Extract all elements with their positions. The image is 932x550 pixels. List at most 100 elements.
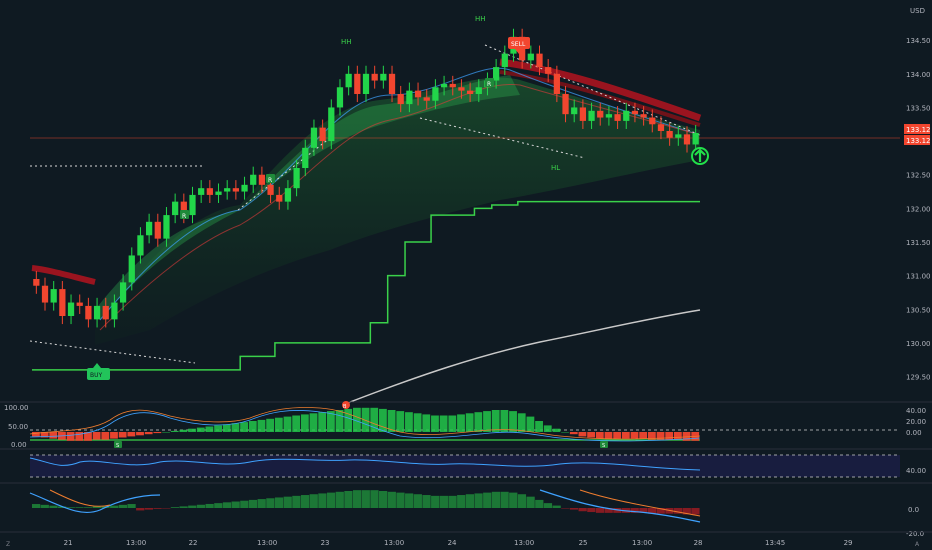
time-tick-label: 25 <box>579 539 588 547</box>
candle[interactable] <box>345 73 352 88</box>
candle[interactable] <box>85 305 92 320</box>
candle[interactable] <box>571 107 578 115</box>
oscillator-pane-3[interactable]: 0.0 -20.0 <box>29 489 924 538</box>
candle[interactable] <box>250 174 257 185</box>
osc3-bar <box>639 508 648 513</box>
candle[interactable] <box>319 127 326 142</box>
candle[interactable] <box>371 73 378 81</box>
osc3-bar <box>240 500 249 508</box>
osc3-bar <box>361 490 370 508</box>
candle[interactable] <box>440 83 448 88</box>
oscillator-pane-1[interactable]: B S S 100.00 50.00 0.00 40.00 20.00 0.00 <box>4 401 926 449</box>
candle[interactable] <box>501 53 508 68</box>
candle[interactable] <box>267 184 274 195</box>
candle[interactable] <box>172 201 179 216</box>
osc1-bar <box>569 432 578 435</box>
candle[interactable] <box>137 235 144 256</box>
osc1-bar <box>465 413 474 432</box>
candle[interactable] <box>588 110 595 121</box>
candle[interactable] <box>59 289 66 316</box>
candle[interactable] <box>224 188 231 192</box>
candle[interactable] <box>354 73 361 94</box>
candle[interactable] <box>293 168 300 189</box>
candle[interactable] <box>614 114 621 121</box>
candle[interactable] <box>67 302 75 316</box>
candle[interactable] <box>605 114 613 118</box>
oscillator-pane-2[interactable]: 40.00 <box>29 454 926 478</box>
candle[interactable] <box>362 73 370 94</box>
candles[interactable] <box>33 28 699 328</box>
candle[interactable] <box>198 188 205 195</box>
candle[interactable] <box>458 87 465 91</box>
candle[interactable] <box>692 133 699 145</box>
candle[interactable] <box>328 107 335 142</box>
candle[interactable] <box>76 302 83 306</box>
candle[interactable] <box>258 174 266 185</box>
candle[interactable] <box>41 285 49 303</box>
candle[interactable] <box>276 194 283 202</box>
candle[interactable] <box>145 221 153 236</box>
candle[interactable] <box>449 83 456 88</box>
candle[interactable] <box>631 110 639 115</box>
osc3-bar <box>535 499 544 508</box>
candle[interactable] <box>232 188 239 192</box>
osc3-bar <box>396 492 405 508</box>
candle[interactable] <box>475 87 482 94</box>
candle[interactable] <box>493 67 500 81</box>
last-price-tag-b <box>904 135 930 145</box>
osc1-bar <box>92 432 101 440</box>
candle[interactable] <box>423 97 430 101</box>
osc1-bar <box>595 432 604 439</box>
candle[interactable] <box>414 90 422 98</box>
candle[interactable] <box>241 184 248 192</box>
osc3-bar <box>448 495 457 508</box>
candle[interactable] <box>397 94 404 105</box>
candle[interactable] <box>180 201 187 216</box>
osc3-bar <box>248 499 258 508</box>
candle[interactable] <box>215 191 222 195</box>
candle[interactable] <box>163 215 170 239</box>
candle[interactable] <box>50 289 57 303</box>
candle[interactable] <box>336 87 344 108</box>
candle[interactable] <box>302 147 309 168</box>
candle[interactable] <box>527 53 534 61</box>
candle[interactable] <box>683 134 691 145</box>
candle[interactable] <box>536 53 543 68</box>
candle[interactable] <box>562 94 569 115</box>
candle[interactable] <box>545 67 552 74</box>
candle[interactable] <box>432 87 439 101</box>
candle[interactable] <box>406 90 413 105</box>
osc3-bar <box>474 493 483 508</box>
candle[interactable] <box>597 110 604 118</box>
candle[interactable] <box>675 134 682 138</box>
candle[interactable] <box>623 110 630 121</box>
candle[interactable] <box>154 221 161 239</box>
osc1-bar <box>144 432 153 435</box>
price-tick-label: 130.00 <box>906 340 931 348</box>
candle[interactable] <box>206 188 213 195</box>
osc1-bar <box>248 421 257 432</box>
candle[interactable] <box>657 124 665 131</box>
time-axis[interactable]: 21 13:00 22 13:00 23 13:00 24 13:00 25 13:00 28 13:… <box>0 531 932 548</box>
price-axis[interactable]: USD 134.50134.00133.50133.00132.50132.00… <box>904 7 931 382</box>
candle[interactable] <box>380 73 387 81</box>
candle[interactable] <box>579 107 587 121</box>
candle[interactable] <box>93 305 101 320</box>
candle[interactable] <box>119 282 127 303</box>
candle[interactable] <box>666 131 673 138</box>
candle[interactable] <box>310 127 318 148</box>
candle[interactable] <box>189 194 196 216</box>
candle[interactable] <box>111 302 118 320</box>
candle[interactable] <box>553 73 560 94</box>
candle[interactable] <box>284 188 292 202</box>
candle[interactable] <box>640 114 647 118</box>
candle[interactable] <box>128 255 135 283</box>
candle[interactable] <box>33 279 40 286</box>
candle[interactable] <box>388 73 396 94</box>
osc3-bar <box>58 506 67 508</box>
candle[interactable] <box>102 305 109 320</box>
candle[interactable] <box>649 117 656 125</box>
candle[interactable] <box>466 90 474 94</box>
osc3-bar <box>370 490 379 508</box>
